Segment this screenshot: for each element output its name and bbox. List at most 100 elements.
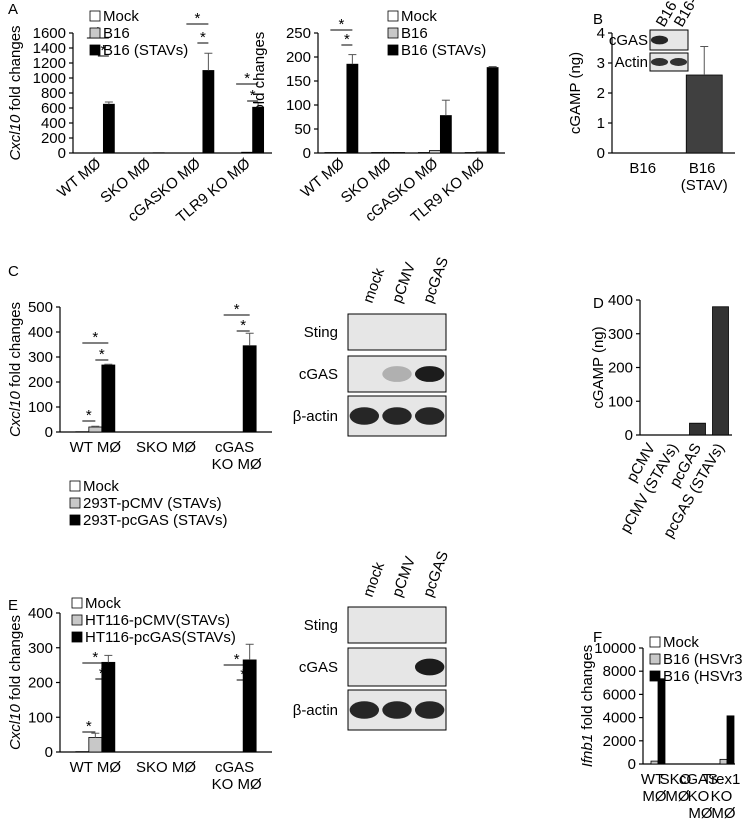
x-tick-label: WT MØ (70, 759, 122, 776)
bar (89, 427, 102, 432)
y-axis-label: Cxcl10 fold changes (7, 302, 24, 437)
bar (720, 759, 727, 764)
blot-panel (348, 607, 446, 643)
legend-label: 293T-pcGAS (STAVs) (83, 512, 228, 529)
blot-row-label: Actin (615, 54, 648, 71)
y-tick-label: 0 (625, 427, 633, 444)
legend-label: B16 (103, 25, 130, 42)
y-tick-label: 1 (597, 115, 605, 132)
legend-swatch (388, 28, 398, 38)
y-tick-label: 250 (286, 25, 311, 42)
legend-label: B16 (HSVr34.5-10 MOI) (663, 651, 742, 668)
y-axis-label: Cxcl10 fold changes (7, 25, 24, 160)
legend-label: B16 (STAVs) (103, 42, 188, 59)
legend-label: Mock (85, 595, 121, 612)
legend-label: Mock (663, 634, 699, 651)
bar (429, 151, 440, 153)
panel-label: D (593, 295, 604, 312)
blot-lane-label: pcGAS (420, 255, 452, 305)
bar (243, 346, 256, 432)
legend-swatch (90, 45, 100, 55)
y-tick-label: 0 (597, 145, 605, 162)
x-tick-label: SKO MØ (136, 759, 196, 776)
legend-label: Mock (401, 8, 437, 25)
significance-star: * (240, 317, 246, 334)
significance-star: * (234, 301, 240, 318)
y-tick-label: 4 (597, 25, 605, 42)
y-axis-label: Ifnb1 fold changes (579, 645, 596, 768)
bar (347, 64, 358, 153)
legend-swatch (388, 45, 398, 55)
blot-band (382, 366, 411, 382)
y-tick-label: 800 (41, 85, 66, 102)
bar (102, 365, 115, 432)
bar (89, 737, 102, 752)
legend-label: HT116-pCMV(STAVs) (85, 612, 230, 629)
blot-row-label: β-actin (293, 702, 338, 719)
blot-row-label: β-actin (293, 408, 338, 425)
legend-label: B16 (401, 25, 428, 42)
blot-band (415, 659, 444, 676)
y-tick-label: 0 (45, 424, 53, 441)
blot-lane-label: pCMV (389, 260, 419, 305)
y-tick-label: 200 (286, 49, 311, 66)
blot-lane-label: pCMV (389, 554, 419, 599)
legend-swatch (650, 637, 660, 647)
significance-star: * (99, 665, 105, 682)
error-bar (104, 655, 112, 662)
blot-lane-label: mock (360, 265, 388, 305)
x-tick-label: WT MØ (70, 439, 122, 456)
error-bar (204, 53, 212, 70)
legend-label: B16 (STAVs) (401, 42, 486, 59)
bar (651, 761, 658, 764)
blot-band (651, 36, 668, 45)
y-tick-label: 400 (28, 605, 53, 622)
y-tick-label: 6000 (603, 686, 636, 703)
y-tick-label: 200 (28, 374, 53, 391)
y-tick-label: 200 (41, 130, 66, 147)
error-bar (246, 333, 254, 346)
bar (103, 104, 114, 153)
x-tick-label: cGAS KO MØ (212, 759, 262, 793)
y-tick-label: 300 (28, 349, 53, 366)
blot-row-label: cGAS (299, 659, 338, 676)
error-bar (246, 644, 254, 660)
blot-band (350, 407, 379, 425)
y-tick-label: 300 (608, 326, 633, 343)
significance-star: * (244, 70, 250, 87)
y-tick-label: 150 (286, 73, 311, 90)
legend-swatch (388, 11, 398, 21)
blot-lane-label: mock (360, 559, 388, 599)
bar (476, 152, 487, 153)
x-tick-label: cGAS KO MØ (212, 439, 262, 473)
y-tick-label: 400 (28, 324, 53, 341)
y-axis-label: cGAMP (ng) (590, 326, 607, 408)
y-tick-label: 3 (597, 55, 605, 72)
error-bar (700, 47, 708, 76)
y-axis-label: Cxcl10 fold changes (7, 615, 24, 750)
bar (686, 75, 722, 153)
blot-band (651, 58, 668, 66)
bar (690, 423, 706, 435)
legend-swatch (70, 498, 80, 508)
panel-label: E (8, 597, 18, 614)
x-tick-label: SKO MØ (136, 439, 196, 456)
bar (440, 116, 451, 153)
y-tick-label: 500 (28, 299, 53, 316)
y-tick-label: 1400 (33, 40, 66, 57)
legend-label: 293T-pCMV (STAVs) (83, 495, 222, 512)
y-tick-label: 1200 (33, 55, 66, 72)
y-tick-label: 10000 (594, 640, 636, 657)
panel-label: A (8, 1, 18, 18)
legend-swatch (72, 598, 82, 608)
panel-label: C (8, 263, 19, 280)
x-tick-label: B16 (STAV) (681, 160, 728, 194)
blot-band (382, 701, 411, 719)
y-axis-label: Ifnb1 fold changes (251, 32, 268, 155)
y-tick-label: 300 (28, 640, 53, 657)
blot-row-label: cGAS (299, 366, 338, 383)
y-tick-label: 400 (41, 115, 66, 132)
error-bar (442, 100, 450, 115)
y-axis-label: cGAMP (ng) (567, 52, 584, 134)
blot-panel (348, 314, 446, 350)
